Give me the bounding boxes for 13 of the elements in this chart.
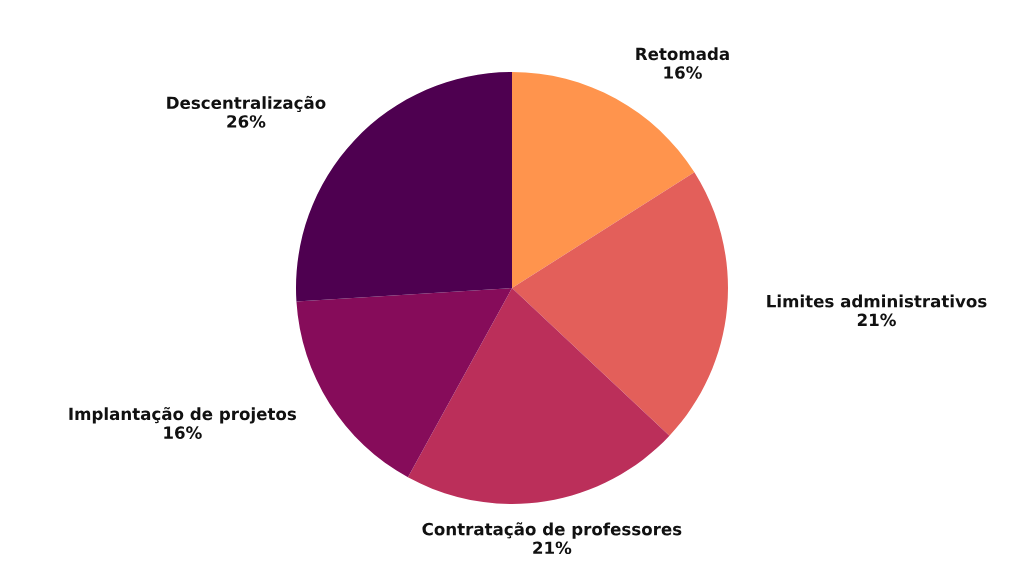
- pie-slice: [407, 288, 670, 504]
- pie-slice: [296, 288, 512, 478]
- slice-label: Limites administrativos: [767, 294, 987, 308]
- slice-label: Implantação de projetos: [69, 406, 297, 424]
- data-label: 16%: [664, 66, 702, 79]
- slice-label: Contratação de professores: [422, 522, 682, 539]
- data-label: 26%: [227, 115, 266, 128]
- data-label: 16%: [164, 426, 202, 439]
- data-label: 21%: [857, 313, 896, 327]
- pie-slice: [512, 172, 728, 436]
- slice-label: Descentralização: [167, 95, 326, 113]
- slice-label: Retomada: [636, 47, 729, 61]
- data-label: 21%: [533, 541, 572, 555]
